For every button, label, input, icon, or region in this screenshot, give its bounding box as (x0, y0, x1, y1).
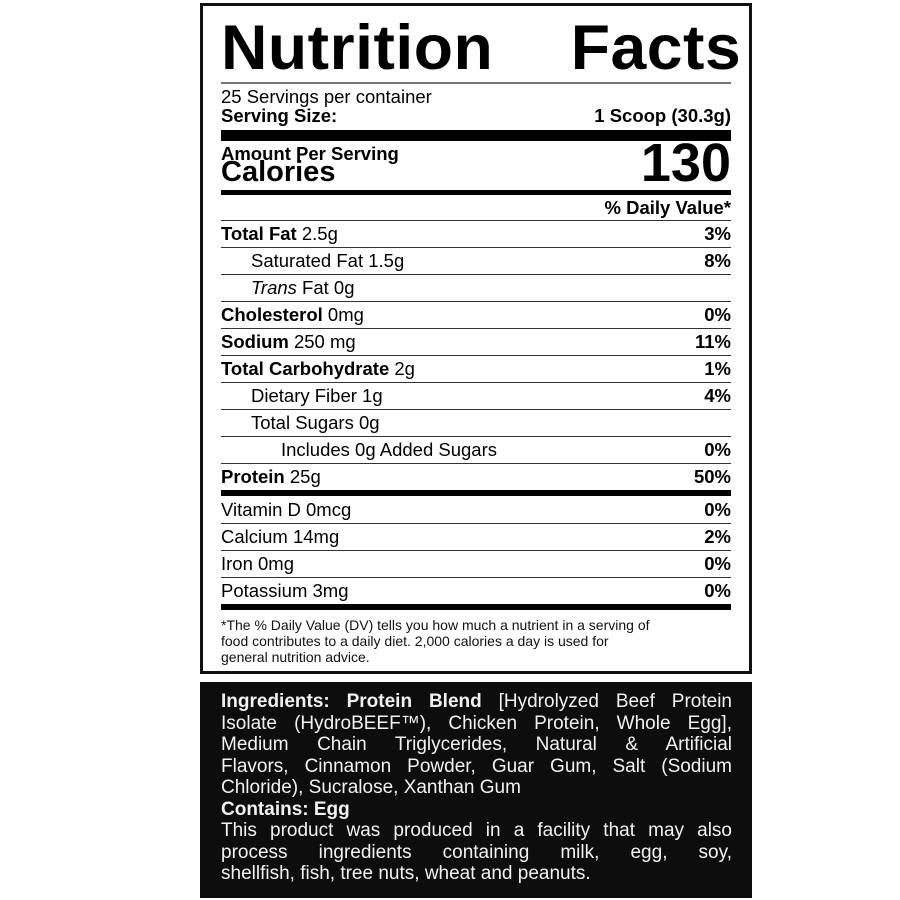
ingredients-line: Medium Chain Triglycerides, Natural & Ar… (221, 734, 732, 755)
divider-medium (221, 190, 731, 195)
serving-size-row: Serving Size: 1 Scoop (30.3g) (221, 106, 731, 126)
divider-medium (221, 490, 731, 496)
facility-line: shellfish, fish, tree nuts, wheat and pe… (221, 863, 591, 884)
ingredients-panel: Ingredients: Protein Blend [Hydrolyzed B… (200, 682, 752, 898)
nutrient-dv: 11% (694, 331, 731, 352)
nutrient-name: Sodium 250 mg (221, 331, 356, 352)
footnote-line: food contributes to a daily diet. 2,000 … (221, 633, 609, 649)
ingredients-text: [Hydrolyzed Beef Protein (481, 691, 732, 712)
nutrient-row: Trans Fat 0g (221, 274, 731, 301)
servings-per-container: 25 Servings per container (221, 86, 432, 107)
nutrient-row: Total Carbohydrate 2g 1% (221, 355, 731, 382)
nutrient-name: Total Carbohydrate 2g (221, 358, 415, 379)
nutrient-name: Cholesterol 0mg (221, 304, 364, 325)
divider-thick (221, 130, 731, 141)
nutrient-row: Total Sugars 0g (221, 409, 731, 436)
divider-medium (221, 604, 731, 610)
calories-value: 130 (640, 133, 731, 193)
vitamin-amount: Calcium 14mg (221, 526, 340, 547)
nutrient-name: Trans Fat 0g (251, 277, 355, 298)
ingredients-line: Isolate (HydroBEEF™), Chicken Protein, W… (221, 712, 732, 734)
amount-per-serving: Amount Per Serving (221, 143, 399, 164)
nutrient-row: Sodium 250 mg 11% (221, 328, 731, 355)
vitamin-amount: Iron 0mg (221, 553, 295, 574)
nutrient-list: Total Fat 2.5g 3% Saturated Fat 1.5g 8% Tran… (221, 220, 731, 490)
calories-label: Calories (221, 156, 336, 188)
nutrient-dv: 4% (704, 385, 731, 406)
vitamin-row: Potassium 3mg 0% (221, 577, 731, 604)
vitamin-list: Vitamin D 0mcg 0% Calcium 14mg 2% Iron 0mg 0%… (221, 496, 731, 604)
nutrient-row: Cholesterol 0mg 0% (221, 301, 731, 328)
vitamin-dv: 0% (704, 553, 731, 574)
nutrition-facts-label: Nutrition Facts 25 Servings per containe… (200, 3, 752, 674)
vitamin-row: Calcium 14mg 2% (221, 523, 731, 550)
nutrient-dv: 3% (704, 223, 731, 244)
nutrient-dv: 0% (704, 439, 731, 460)
label-title: Nutrition Facts (221, 16, 741, 82)
nutrient-name: Includes 0g Added Sugars (281, 439, 497, 460)
calories-row: Calories 130 (221, 136, 731, 190)
nutrient-row: Includes 0g Added Sugars 0% (221, 436, 731, 463)
vitamin-amount: Potassium 3mg (221, 580, 349, 601)
vitamin-amount: Vitamin D 0mcg (221, 499, 352, 520)
nutrient-name: Saturated Fat 1.5g (251, 250, 405, 271)
vitamin-row: Vitamin D 0mcg 0% (221, 496, 731, 523)
title-right: Facts (570, 13, 742, 83)
footnote: *The % Daily Value (DV) tells you how mu… (221, 617, 731, 665)
nutrient-dv: 1% (704, 358, 731, 379)
daily-value-header: % Daily Value* (604, 197, 731, 218)
nutrient-row: Total Fat 2.5g 3% (221, 220, 731, 247)
nutrient-name: Protein 25g (221, 466, 321, 487)
allergen-contains: Contains: Egg (221, 798, 350, 820)
vitamin-row: Iron 0mg 0% (221, 550, 731, 577)
footnote-line: general nutrition advice. (221, 649, 370, 665)
nutrient-row: Saturated Fat 1.5g 8% (221, 247, 731, 274)
vitamin-dv: 2% (704, 526, 731, 547)
ingredients-line: Ingredients: Protein Blend [Hydrolyzed B… (221, 691, 732, 713)
serving-size-value: 1 Scoop (30.3g) (594, 105, 731, 126)
nutrient-name: Total Sugars 0g (251, 412, 380, 433)
vitamin-dv: 0% (704, 499, 731, 520)
facility-line: This product was produced in a facility … (221, 820, 732, 841)
nutrient-dv: 0% (704, 304, 731, 325)
serving-size-label: Serving Size: (221, 105, 338, 126)
facility-line: process ingredients containing milk, egg… (221, 841, 732, 863)
title-left: Nutrition (221, 13, 494, 83)
footnote-line: *The % Daily Value (DV) tells you how mu… (221, 617, 650, 633)
ingredients-line: Chloride), Sucralose, Xanthan Gum (221, 777, 521, 798)
nutrient-name: Dietary Fiber 1g (251, 385, 383, 406)
nutrient-dv: 8% (704, 250, 731, 271)
nutrient-dv: 50% (693, 466, 731, 487)
ingredients-line: Flavors, Cinnamon Powder, Guar Gum, Salt… (221, 755, 732, 777)
vitamin-dv: 0% (704, 580, 731, 601)
nutrient-row: Protein 25g 50% (221, 463, 731, 490)
nutrient-name: Total Fat 2.5g (221, 223, 338, 244)
nutrient-row: Dietary Fiber 1g 4% (221, 382, 731, 409)
ingredients-label: Ingredients: Protein Blend (221, 691, 482, 712)
